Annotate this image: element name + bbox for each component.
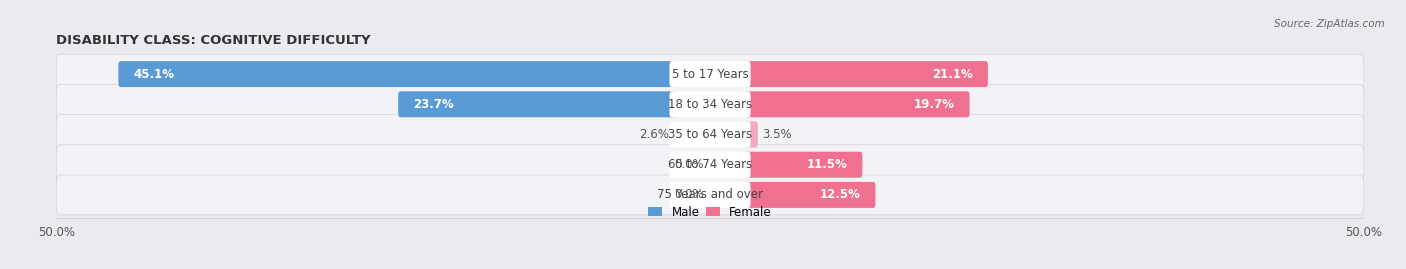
Text: 75 Years and over: 75 Years and over	[657, 188, 763, 201]
Text: Source: ZipAtlas.com: Source: ZipAtlas.com	[1274, 19, 1385, 29]
Text: 2.6%: 2.6%	[640, 128, 669, 141]
FancyBboxPatch shape	[669, 91, 751, 117]
Text: 3.5%: 3.5%	[762, 128, 792, 141]
Text: 19.7%: 19.7%	[914, 98, 955, 111]
Text: 11.5%: 11.5%	[807, 158, 848, 171]
Text: 18 to 34 Years: 18 to 34 Years	[668, 98, 752, 111]
Text: DISABILITY CLASS: COGNITIVE DIFFICULTY: DISABILITY CLASS: COGNITIVE DIFFICULTY	[56, 34, 371, 47]
FancyBboxPatch shape	[744, 61, 988, 87]
Legend: Male, Female: Male, Female	[644, 201, 776, 223]
FancyBboxPatch shape	[398, 91, 676, 117]
FancyBboxPatch shape	[118, 61, 676, 87]
FancyBboxPatch shape	[56, 175, 1364, 215]
FancyBboxPatch shape	[56, 115, 1364, 154]
FancyBboxPatch shape	[669, 152, 751, 178]
FancyBboxPatch shape	[673, 122, 676, 147]
Text: 35 to 64 Years: 35 to 64 Years	[668, 128, 752, 141]
Text: 23.7%: 23.7%	[413, 98, 454, 111]
Text: 0.0%: 0.0%	[673, 158, 703, 171]
FancyBboxPatch shape	[669, 182, 751, 208]
Text: 21.1%: 21.1%	[932, 68, 973, 81]
Text: 0.0%: 0.0%	[673, 188, 703, 201]
FancyBboxPatch shape	[669, 122, 751, 147]
Text: 5 to 17 Years: 5 to 17 Years	[672, 68, 748, 81]
Text: 65 to 74 Years: 65 to 74 Years	[668, 158, 752, 171]
Text: 12.5%: 12.5%	[820, 188, 860, 201]
FancyBboxPatch shape	[56, 145, 1364, 185]
FancyBboxPatch shape	[56, 84, 1364, 124]
FancyBboxPatch shape	[744, 182, 876, 208]
Text: 45.1%: 45.1%	[134, 68, 174, 81]
FancyBboxPatch shape	[744, 152, 862, 178]
FancyBboxPatch shape	[56, 54, 1364, 94]
FancyBboxPatch shape	[744, 122, 758, 147]
FancyBboxPatch shape	[669, 61, 751, 87]
FancyBboxPatch shape	[744, 91, 970, 117]
